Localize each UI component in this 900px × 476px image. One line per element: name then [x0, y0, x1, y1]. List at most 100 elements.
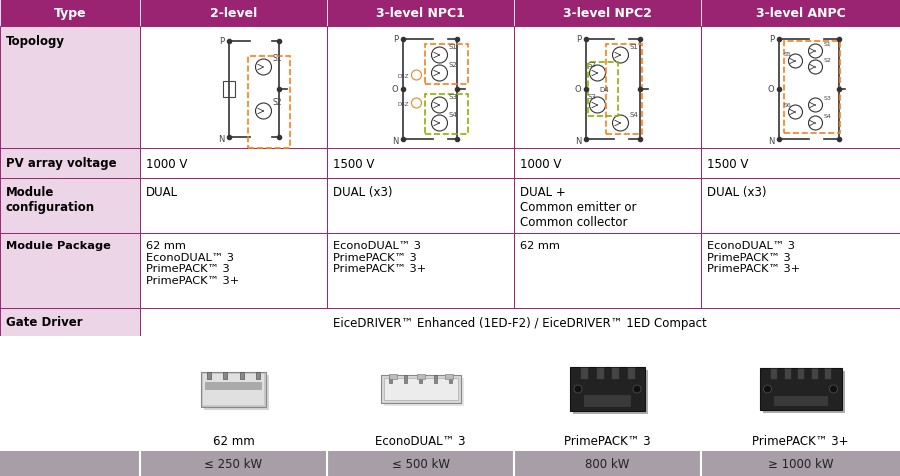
- Bar: [606, 45, 642, 135]
- Text: S2: S2: [273, 98, 282, 107]
- Bar: [327, 234, 514, 308]
- Text: S1: S1: [629, 44, 638, 50]
- Text: DUAL (x3): DUAL (x3): [333, 186, 392, 198]
- Bar: [0, 178, 140, 234]
- Circle shape: [574, 385, 582, 393]
- Text: 1000 V: 1000 V: [520, 157, 562, 170]
- Circle shape: [633, 385, 641, 393]
- Text: Gate Driver: Gate Driver: [6, 316, 83, 329]
- Bar: [811, 368, 817, 379]
- Text: S5: S5: [784, 52, 791, 57]
- Bar: [207, 372, 211, 379]
- Bar: [419, 375, 422, 383]
- Text: S4: S4: [448, 112, 457, 118]
- Bar: [205, 382, 262, 390]
- Text: S3: S3: [824, 96, 832, 101]
- Bar: [770, 368, 777, 379]
- Text: N: N: [575, 136, 581, 145]
- Text: N: N: [392, 136, 399, 145]
- Text: S2: S2: [448, 62, 457, 68]
- Text: S4: S4: [629, 112, 638, 118]
- Text: EiceDRIVER™ Enhanced (1ED-F2) / EiceDRIVER™ 1ED Compact: EiceDRIVER™ Enhanced (1ED-F2) / EiceDRIV…: [333, 316, 706, 329]
- Text: 3-level NPC2: 3-level NPC2: [563, 7, 652, 20]
- Bar: [256, 372, 260, 379]
- Bar: [140, 27, 327, 149]
- Bar: [404, 375, 407, 383]
- Bar: [140, 234, 327, 308]
- Text: P: P: [770, 34, 775, 43]
- Text: N: N: [218, 134, 224, 143]
- Text: DUAL +
Common emitter or
Common collector: DUAL + Common emitter or Common collecto…: [520, 186, 636, 228]
- Bar: [203, 374, 264, 405]
- Bar: [383, 378, 464, 406]
- Bar: [140, 0, 327, 27]
- Bar: [573, 370, 648, 414]
- Text: S1: S1: [824, 42, 832, 47]
- Text: 3-level NPC1: 3-level NPC1: [376, 7, 465, 20]
- Text: DUAL: DUAL: [146, 186, 178, 198]
- Text: 1000 V: 1000 V: [146, 157, 187, 170]
- Bar: [611, 367, 619, 379]
- Bar: [627, 367, 635, 379]
- Bar: [445, 374, 453, 379]
- Bar: [0, 308, 140, 336]
- Bar: [327, 27, 514, 149]
- Text: Topology: Topology: [6, 35, 65, 48]
- Text: 62 mm: 62 mm: [520, 240, 560, 250]
- Bar: [201, 372, 266, 407]
- Text: 1500 V: 1500 V: [333, 157, 374, 170]
- Text: PrimePACK™ 3: PrimePACK™ 3: [564, 435, 651, 447]
- Bar: [760, 368, 842, 410]
- Text: S3: S3: [588, 94, 597, 100]
- Bar: [327, 178, 514, 234]
- Bar: [449, 375, 452, 383]
- Text: EconoDUAL™ 3: EconoDUAL™ 3: [375, 435, 466, 447]
- Bar: [140, 149, 327, 178]
- Bar: [383, 378, 457, 400]
- Text: D5Z: D5Z: [398, 73, 410, 79]
- Bar: [797, 368, 804, 379]
- Bar: [0, 336, 900, 451]
- Text: ≥ 1000 kW: ≥ 1000 kW: [768, 457, 833, 470]
- Bar: [584, 395, 631, 407]
- Text: P: P: [393, 34, 399, 43]
- Bar: [425, 95, 467, 135]
- Text: Module
configuration: Module configuration: [6, 186, 95, 214]
- Bar: [248, 57, 290, 149]
- Text: D4: D4: [599, 87, 609, 93]
- Bar: [596, 367, 604, 379]
- Bar: [514, 178, 701, 234]
- Text: S4: S4: [824, 114, 832, 119]
- Text: P: P: [576, 34, 581, 43]
- Text: O: O: [392, 85, 399, 94]
- Bar: [389, 375, 392, 383]
- Bar: [514, 27, 701, 149]
- Bar: [140, 178, 327, 234]
- Bar: [327, 149, 514, 178]
- Text: 800 kW: 800 kW: [585, 457, 630, 470]
- Text: Type: Type: [54, 7, 86, 20]
- Text: 3-level ANPC: 3-level ANPC: [756, 7, 845, 20]
- Bar: [701, 27, 900, 149]
- Bar: [389, 374, 397, 379]
- Text: DUAL (x3): DUAL (x3): [707, 186, 767, 198]
- Bar: [514, 149, 701, 178]
- Text: 1500 V: 1500 V: [707, 157, 749, 170]
- Text: S3: S3: [448, 94, 457, 100]
- Text: 2-level: 2-level: [210, 7, 257, 20]
- Bar: [701, 178, 900, 234]
- Text: O: O: [575, 85, 581, 94]
- Text: S6: S6: [784, 103, 791, 108]
- Text: S1: S1: [273, 54, 282, 63]
- Text: S1: S1: [448, 44, 457, 50]
- Bar: [204, 375, 269, 410]
- Text: PrimePACK™ 3+: PrimePACK™ 3+: [752, 435, 849, 447]
- Text: PV array voltage: PV array voltage: [6, 157, 117, 170]
- Text: S2: S2: [824, 58, 832, 63]
- Circle shape: [763, 385, 771, 393]
- Bar: [223, 372, 228, 379]
- Bar: [580, 367, 588, 379]
- Bar: [701, 0, 900, 27]
- Bar: [762, 371, 844, 413]
- Text: D6Z: D6Z: [398, 101, 410, 106]
